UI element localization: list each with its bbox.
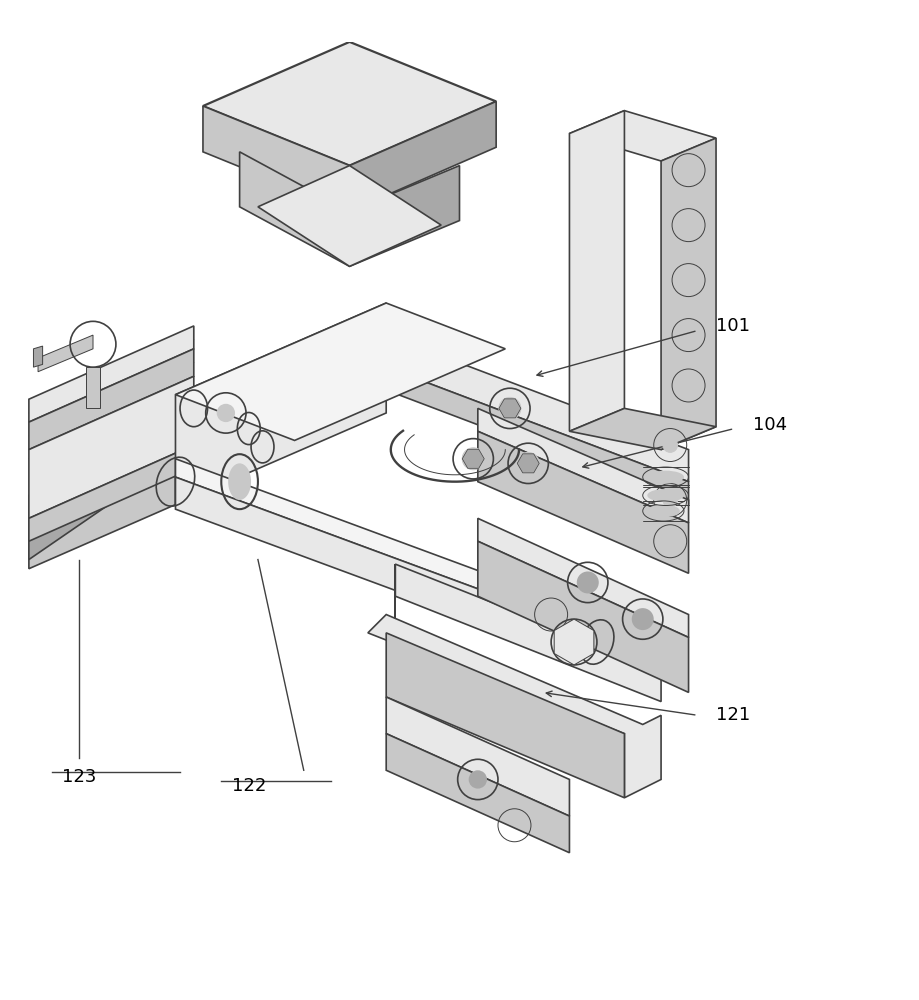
Polygon shape — [166, 335, 688, 482]
Polygon shape — [499, 399, 521, 418]
Polygon shape — [28, 376, 194, 518]
Polygon shape — [176, 477, 597, 665]
Circle shape — [681, 218, 696, 232]
Polygon shape — [570, 111, 716, 161]
Circle shape — [681, 328, 696, 342]
Circle shape — [663, 493, 677, 507]
Ellipse shape — [647, 471, 684, 484]
Text: 104: 104 — [753, 416, 787, 434]
Polygon shape — [176, 303, 505, 440]
Circle shape — [577, 571, 599, 593]
Polygon shape — [386, 734, 570, 853]
Polygon shape — [395, 564, 661, 702]
Circle shape — [681, 273, 696, 287]
Polygon shape — [368, 615, 661, 798]
Polygon shape — [28, 431, 176, 523]
Polygon shape — [176, 459, 597, 642]
Polygon shape — [258, 166, 441, 266]
Ellipse shape — [647, 505, 680, 517]
Polygon shape — [386, 697, 570, 816]
Polygon shape — [661, 138, 716, 450]
Circle shape — [462, 448, 484, 470]
Polygon shape — [28, 459, 176, 560]
Circle shape — [217, 404, 235, 422]
Circle shape — [681, 378, 696, 393]
Polygon shape — [349, 101, 496, 211]
Polygon shape — [570, 408, 716, 450]
Circle shape — [631, 608, 653, 630]
Circle shape — [517, 452, 539, 474]
Polygon shape — [554, 619, 594, 665]
Polygon shape — [570, 111, 624, 431]
Ellipse shape — [228, 463, 251, 500]
Polygon shape — [203, 106, 349, 211]
Polygon shape — [462, 449, 484, 468]
Polygon shape — [478, 431, 688, 573]
Polygon shape — [33, 346, 42, 367]
Circle shape — [499, 397, 521, 419]
Text: 101: 101 — [716, 317, 750, 335]
Polygon shape — [176, 482, 597, 665]
Circle shape — [681, 163, 696, 177]
Text: 123: 123 — [62, 768, 96, 786]
Polygon shape — [478, 408, 688, 523]
Circle shape — [663, 534, 677, 549]
Circle shape — [469, 770, 487, 789]
Ellipse shape — [647, 489, 684, 502]
Polygon shape — [28, 459, 176, 569]
Polygon shape — [240, 152, 349, 266]
Circle shape — [663, 438, 677, 452]
Polygon shape — [28, 445, 194, 541]
Polygon shape — [386, 633, 624, 798]
Text: 121: 121 — [716, 706, 750, 724]
Polygon shape — [28, 349, 194, 450]
Polygon shape — [176, 303, 386, 505]
Polygon shape — [349, 166, 460, 266]
Polygon shape — [176, 459, 597, 633]
Polygon shape — [478, 541, 688, 692]
Polygon shape — [478, 518, 688, 637]
Polygon shape — [203, 42, 496, 166]
Polygon shape — [166, 367, 386, 495]
Text: 122: 122 — [232, 777, 266, 795]
Polygon shape — [517, 454, 539, 473]
Polygon shape — [28, 326, 194, 422]
Polygon shape — [85, 367, 100, 408]
Polygon shape — [38, 335, 93, 372]
Polygon shape — [386, 367, 688, 505]
